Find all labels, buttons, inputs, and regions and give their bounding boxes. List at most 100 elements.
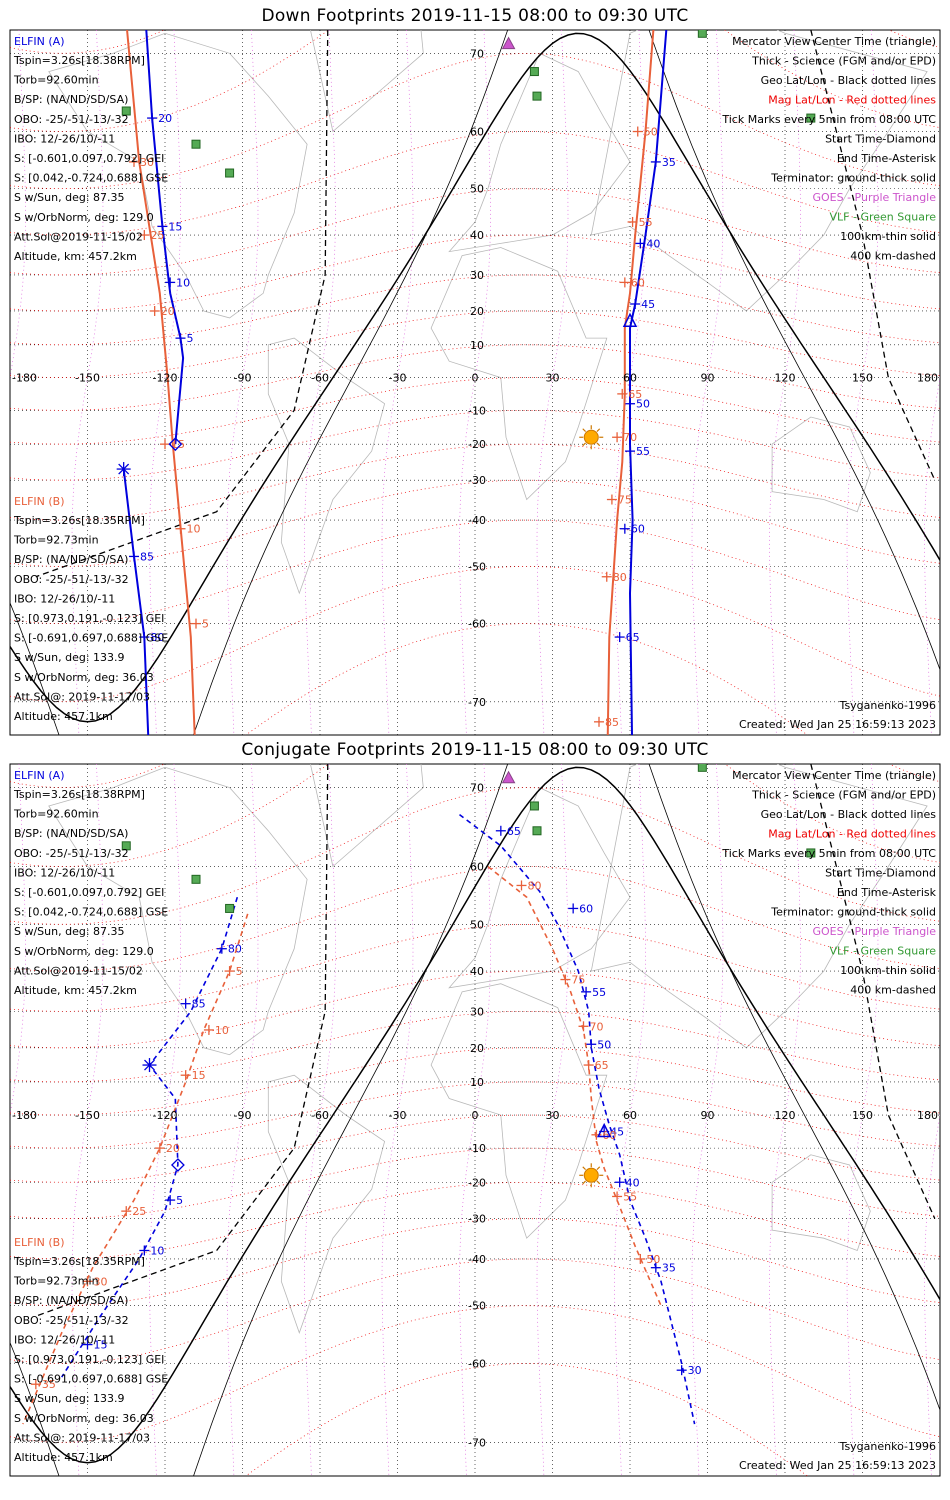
lat-tick-label: -30 — [468, 474, 486, 487]
coastline — [430, 983, 608, 1239]
lon-tick-label: 30 — [546, 372, 560, 385]
track-tick-label: 15 — [192, 1069, 206, 1082]
mag-parallel — [10, 377, 940, 445]
terminator-400km — [35, 30, 329, 578]
coastline — [771, 1154, 871, 1252]
track-tick-label: 20 — [161, 305, 175, 318]
lon-tick-label: -30 — [389, 1109, 407, 1122]
mag-parallel — [10, 443, 940, 521]
track-tick-label: 80 — [613, 571, 627, 584]
track-tick-label: 5 — [202, 618, 209, 631]
track-tick-label: 10 — [215, 1024, 229, 1037]
elfin-a-info: S w/Sun, deg: 87.35 — [14, 191, 125, 204]
track-tick-label: 45 — [610, 1126, 624, 1139]
elfin-b-info: Altitude: 457.1km — [14, 1451, 113, 1464]
sun-ray — [596, 428, 601, 433]
legend-entry: Mag Lat/Lon - Red dotted lines — [768, 94, 936, 107]
elfin-a-info: S: [0.042,-0.724,0.688] GSE — [14, 906, 168, 919]
vlf-square-icon — [121, 841, 131, 851]
elfin-a-info: Att.Sol@2019-11-15/02 — [14, 230, 143, 243]
sun-ray — [582, 428, 587, 433]
track-tick-label: 85 — [140, 550, 154, 563]
mag-meridian — [149, 30, 181, 735]
legend-entry: Thick - Science (FGM and/or EPD) — [751, 789, 936, 802]
terminator-ground — [10, 766, 940, 1464]
lon-tick-label: 0 — [472, 372, 479, 385]
track-tick-label: 15 — [94, 1339, 108, 1352]
legend-entry: Terminator: ground-thick solid — [770, 172, 936, 185]
track-tick-label: 55 — [639, 216, 653, 229]
legend-entry: 100 km-thin solid — [840, 964, 936, 977]
lat-tick-label: 60 — [470, 126, 484, 139]
coastline — [48, 766, 308, 1056]
created-timestamp: Created: Wed Jan 25 16:59:13 2023 — [739, 718, 936, 731]
elfin-a-info: S: [-0.601,0.097,0.792] GEI — [14, 152, 164, 165]
mag-parallel — [10, 53, 940, 190]
lat-tick-label: -40 — [468, 514, 486, 527]
legend-entry: Mercator View Center Time (triangle) — [732, 35, 936, 48]
track-tick-label: 35 — [662, 156, 676, 169]
conjugate-panel-title: Conjugate Footprints 2019-11-15 08:00 to… — [241, 740, 709, 760]
track-tick-label: 75 — [618, 494, 632, 507]
mag-meridian — [304, 30, 336, 735]
mag-meridian — [459, 30, 491, 735]
elfin-b-info: IBO: 12/-26/10/-11 — [14, 592, 115, 605]
mag-parallel — [10, 787, 940, 925]
mag-parallel — [10, 1258, 940, 1364]
lon-tick-label: 60 — [623, 1109, 637, 1122]
mag-parallel — [10, 30, 940, 132]
track-tick-label: 45 — [641, 298, 655, 311]
track-tick-label: 85 — [192, 998, 206, 1011]
track-tick-label: 50 — [597, 1038, 611, 1051]
elfin-b-name: ELFIN (B) — [14, 495, 65, 508]
lon-tick-label: -120 — [153, 1109, 178, 1122]
coastline — [590, 30, 928, 312]
mag-meridian — [846, 30, 879, 735]
elfin-a-info: S w/OrbNorm, deg: 129.0 — [14, 945, 154, 958]
down-panel-title: Down Footprints 2019-11-15 08:00 to 09:3… — [261, 6, 689, 26]
mag-parallel — [245, 623, 809, 735]
track-tick-label: 55 — [623, 1190, 637, 1203]
coastline — [590, 764, 928, 1049]
track-tick-label: 25 — [150, 229, 164, 242]
track-tick-label: 80 — [528, 879, 542, 892]
lon-tick-label: -180 — [12, 1109, 37, 1122]
track-tick-label: 70 — [590, 1020, 604, 1033]
elfin-b-info: Torb=92.73min — [13, 534, 99, 547]
elfin-b-info: B/SP: (NA/ND/SD/SA) — [14, 553, 128, 566]
lat-tick-label: -60 — [468, 618, 486, 631]
elfin-b-track — [606, 30, 655, 735]
mag-meridian — [71, 764, 104, 1476]
legend-entry: End Time-Asterisk — [837, 886, 937, 899]
mag-parallel — [10, 1114, 940, 1183]
track-tick-label: 20 — [158, 112, 172, 125]
mag-parallel — [10, 519, 940, 624]
mag-meridian — [304, 764, 336, 1476]
elfin-b-track — [126, 30, 196, 735]
lat-tick-label: -40 — [468, 1253, 486, 1266]
lon-tick-label: -150 — [75, 372, 100, 385]
elfin-b-track — [487, 865, 662, 1307]
elfin-b-info: S: [0.973,0.191,-0.123] GEI — [14, 612, 164, 625]
elfin-a-info: S: [-0.601,0.097,0.792] GEI — [14, 886, 164, 899]
track-tick-label: 5 — [187, 332, 194, 345]
terminator-400km — [35, 764, 329, 1317]
track-tick-label: 5 — [236, 965, 243, 978]
legend-entry: Start Time-Diamond — [825, 133, 936, 146]
track-tick-label: 5 — [176, 1194, 183, 1207]
lat-tick-label: 30 — [470, 269, 484, 282]
elfin-a-info: Tspin=3.26s[18.38RPM] — [13, 54, 145, 67]
track-tick-label: 55 — [592, 986, 606, 999]
panel-down: 2015105858030354045505560653025201510535… — [9, 29, 941, 736]
legend-entry: GOES - Purple Triangle — [812, 191, 936, 204]
vlf-square-icon — [697, 764, 707, 772]
center-triangle-a — [596, 1122, 612, 1138]
track-tick-label: 10 — [150, 1244, 164, 1257]
elfin-b-info: S: [-0.691,0.697,0.688] GSE — [14, 1373, 168, 1386]
vlf-square-icon — [191, 874, 201, 884]
lat-tick-label: -60 — [468, 1357, 486, 1370]
elfin-b-info: S: [0.973,0.191,-0.123] GEI — [14, 1353, 164, 1366]
vlf-square-icon — [806, 113, 816, 123]
track-tick-label: 30 — [140, 156, 154, 169]
